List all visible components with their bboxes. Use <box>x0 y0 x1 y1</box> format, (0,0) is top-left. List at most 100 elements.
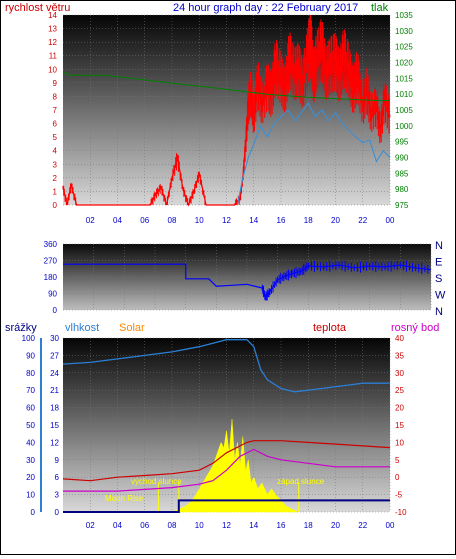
temperature-y-tick: 5 <box>395 456 400 465</box>
humidity-y-tick: 12 <box>50 438 59 447</box>
x-tick-label: 02 <box>86 216 95 225</box>
wind-y-tick: 4 <box>53 147 58 156</box>
weather-series <box>62 339 391 513</box>
x-tick-label: 12 <box>222 216 231 225</box>
direction-y-tick: 90 <box>48 290 57 299</box>
x-tick-label: 10 <box>195 521 204 530</box>
pressure-y-tick: 1010 <box>395 90 413 99</box>
humidity-y-tick: 24 <box>50 369 59 378</box>
pressure-y-tick: 980 <box>395 185 409 194</box>
rain-y-tick: 80 <box>26 369 35 378</box>
humidity-y-tick: 6 <box>55 473 60 482</box>
pressure-y-tick: 995 <box>395 138 409 147</box>
direction-y-tick: 0 <box>53 306 58 315</box>
compass-label: S <box>435 273 442 285</box>
x-tick-label: 06 <box>140 521 149 530</box>
x-tick-label: 16 <box>277 521 286 530</box>
x-tick-label: 14 <box>249 521 258 530</box>
x-tick-label: 02 <box>86 521 95 530</box>
wind-y-tick: 11 <box>49 52 58 61</box>
pressure-y-tick: 1000 <box>395 122 413 131</box>
x-tick-label: 00 <box>386 521 395 530</box>
pressure-axis-title: tlak <box>371 2 389 14</box>
rain-y-tick: 100 <box>22 334 36 343</box>
wind-y-tick: 5 <box>53 133 58 142</box>
wind-y-tick: 12 <box>48 38 57 47</box>
humidity-y-tick: 15 <box>50 421 59 430</box>
pressure-y-tick: 990 <box>395 154 409 163</box>
humidity-y-tick: 18 <box>50 404 59 413</box>
rain-y-tick: 0 <box>31 508 36 517</box>
solar-area <box>171 419 298 513</box>
x-tick-label: 18 <box>304 521 313 530</box>
x-tick-label: 08 <box>168 521 177 530</box>
x-tick-label: 00 <box>386 216 395 225</box>
rain-y-tick: 60 <box>26 404 35 413</box>
rain-y-tick: 10 <box>26 491 35 500</box>
wind-average-line <box>236 102 391 206</box>
rain-y-tick: 90 <box>26 351 35 360</box>
x-tick-label: 06 <box>140 216 149 225</box>
rain-y-tick: 40 <box>26 438 35 447</box>
wind-y-tick: 10 <box>48 65 57 74</box>
humidity-y-tick: 3 <box>55 491 60 500</box>
moon-rise-annotation: Moon Rise <box>105 494 144 503</box>
x-tick-label: 04 <box>113 521 122 530</box>
humidity-y-tick: 0 <box>55 508 60 517</box>
pressure-y-tick: 1020 <box>395 59 413 68</box>
wind-direction-series <box>63 260 432 301</box>
sunrise-annotation: východ slunce <box>131 477 182 486</box>
x-tick-label: 22 <box>358 521 367 530</box>
pressure-y-tick: 1015 <box>395 74 413 83</box>
wind-y-tick: 9 <box>53 79 58 88</box>
dewpoint-axis-title: rosný bod <box>391 322 439 334</box>
humidity-y-tick: 27 <box>50 351 59 360</box>
temperature-y-tick: 15 <box>395 421 404 430</box>
rain-line <box>63 499 390 513</box>
temperature-axis-title: teplota <box>313 322 347 334</box>
temperature-y-tick: 0 <box>395 473 400 482</box>
chart-title: 24 hour graph day : 22 February 2017 <box>173 2 358 14</box>
wind-y-tick: 3 <box>53 160 58 169</box>
temperature-y-tick: 30 <box>395 369 404 378</box>
pressure-y-tick: 1035 <box>395 11 413 20</box>
pressure-y-tick: 1005 <box>395 106 413 115</box>
x-tick-label: 22 <box>358 216 367 225</box>
sunset-annotation: západ slunce <box>277 477 325 486</box>
rain-y-tick: 50 <box>26 421 35 430</box>
rain-y-tick: 70 <box>26 386 35 395</box>
solar-axis-title: Solar <box>119 322 145 334</box>
wind-y-tick: 14 <box>48 11 57 20</box>
pressure-y-tick: 975 <box>395 201 409 210</box>
rain-axis-title: srážky <box>5 322 37 334</box>
temperature-line <box>62 440 391 482</box>
temperature-y-tick: -10 <box>395 508 407 517</box>
humidity-line <box>62 339 390 393</box>
direction-y-tick: 270 <box>44 257 58 266</box>
temperature-y-tick: 40 <box>395 334 404 343</box>
compass-label: N <box>435 240 443 252</box>
x-tick-label: 10 <box>195 216 204 225</box>
pressure-y-tick: 1025 <box>395 43 413 52</box>
temperature-y-tick: 10 <box>395 438 404 447</box>
x-tick-label: 14 <box>249 216 258 225</box>
temperature-y-tick: -5 <box>395 491 403 500</box>
temperature-y-tick: 25 <box>395 386 404 395</box>
dewpoint-line <box>63 448 390 492</box>
direction-y-tick: 360 <box>44 240 58 249</box>
wind-y-tick: 8 <box>53 92 58 101</box>
x-tick-label: 20 <box>331 521 340 530</box>
pressure-y-tick: 985 <box>395 169 409 178</box>
wind-y-tick: 2 <box>53 174 58 183</box>
humidity-y-tick: 30 <box>50 334 59 343</box>
x-tick-label: 16 <box>277 216 286 225</box>
rain-y-tick: 30 <box>26 456 35 465</box>
pressure-line <box>62 71 390 101</box>
compass-label: E <box>435 257 442 269</box>
wind-y-tick: 6 <box>53 120 58 129</box>
humidity-y-tick: 21 <box>50 386 59 395</box>
humidity-y-tick: 9 <box>55 456 60 465</box>
wind-pressure-series <box>62 15 391 207</box>
